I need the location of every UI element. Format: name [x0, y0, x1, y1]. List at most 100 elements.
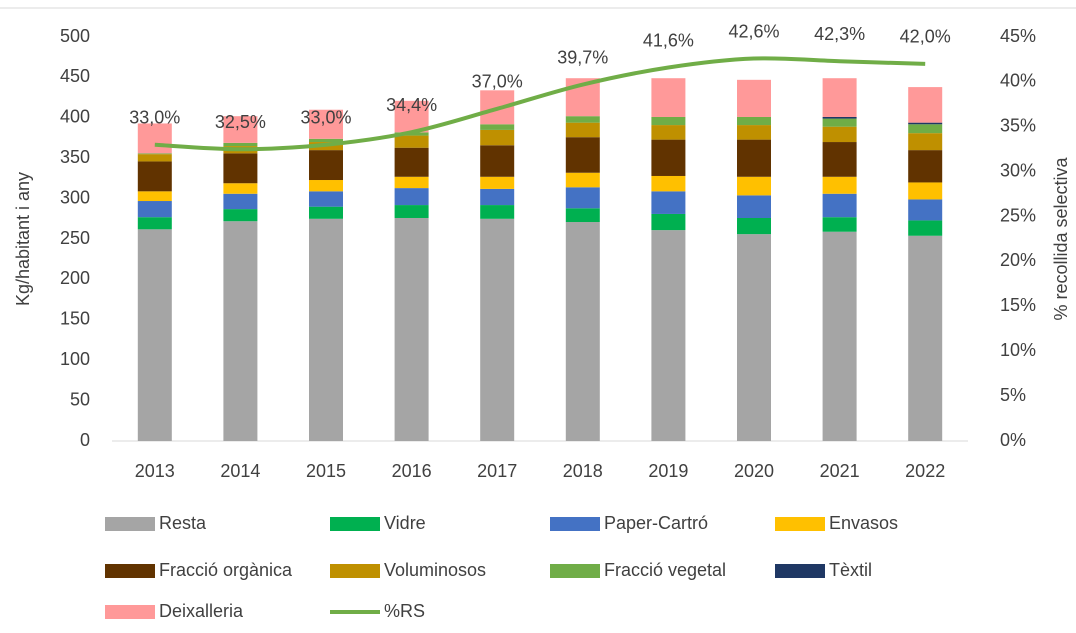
x-tick-label: 2014 [220, 461, 260, 481]
data-label: 42,0% [900, 27, 951, 47]
bar-segment [309, 150, 343, 181]
data-label: 41,6% [643, 30, 694, 50]
bar-segment [651, 139, 686, 176]
bar-segment [737, 176, 771, 196]
y2-tick-label: 40% [1000, 71, 1036, 91]
bar-segment [822, 126, 857, 143]
bar-segment [737, 234, 771, 441]
data-label: 42,3% [814, 24, 865, 44]
bar-segment [565, 208, 600, 223]
data-label: 37,0% [472, 72, 523, 92]
bar-segment [480, 188, 515, 206]
y2-tick-label: 15% [1000, 295, 1036, 315]
y2-tick-label: 25% [1000, 205, 1036, 225]
legend-swatch [105, 564, 155, 578]
y2-tick-label: 0% [1000, 430, 1026, 450]
y2-tick-label: 30% [1000, 160, 1036, 180]
legend-label: %RS [384, 601, 425, 621]
bar-segment [908, 199, 943, 221]
bar-segment [223, 221, 258, 441]
bar-segment [394, 176, 429, 189]
y-tick-label: 400 [60, 107, 90, 127]
legend-swatch [550, 517, 600, 531]
bar-segment [223, 193, 258, 210]
bar-segment [822, 116, 857, 119]
legend-swatch [775, 564, 825, 578]
x-tick-label: 2015 [306, 461, 346, 481]
bar-segment [908, 182, 943, 200]
x-tick-label: 2021 [820, 461, 860, 481]
legend-label: Resta [159, 513, 207, 533]
bar-segment [309, 206, 343, 219]
bar-segment [309, 180, 343, 192]
bar-segment [908, 87, 943, 123]
bar-segment [822, 231, 857, 441]
bar-segment [480, 124, 515, 130]
y-axis-title: Kg/habitant i any [13, 172, 33, 306]
y-tick-label: 150 [60, 309, 90, 329]
bar-segment [394, 188, 429, 206]
bar-segment [480, 205, 515, 219]
x-tick-label: 2016 [392, 461, 432, 481]
legend-label: Deixalleria [159, 601, 244, 621]
bar-segment [223, 116, 258, 143]
data-label: 34,4% [386, 95, 437, 115]
legend-label: Vidre [384, 513, 426, 533]
x-tick-label: 2013 [135, 461, 175, 481]
bar-segment [651, 125, 686, 140]
bar-segment [908, 124, 943, 134]
legend-label: Fracció vegetal [604, 560, 726, 580]
bar-segment [309, 109, 343, 139]
bar-segment [137, 154, 172, 162]
bar-segment [137, 123, 172, 154]
bar-segment [309, 191, 343, 207]
legend-swatch [105, 605, 155, 619]
y2-tick-label: 20% [1000, 250, 1036, 270]
bar-segment [394, 147, 429, 177]
bar-segment [908, 122, 943, 125]
bar-segment [737, 139, 771, 177]
legend-swatch [775, 517, 825, 531]
y-tick-label: 300 [60, 187, 90, 207]
bar-segment [309, 138, 343, 143]
data-label: 32,5% [215, 112, 266, 132]
bar-segment [480, 129, 515, 146]
legend-swatch [550, 564, 600, 578]
data-label: 39,7% [557, 47, 608, 67]
x-tick-label: 2022 [905, 461, 945, 481]
bar-segment [822, 142, 857, 177]
bar-segment [737, 125, 771, 140]
y-tick-label: 200 [60, 268, 90, 288]
bar-segment [223, 209, 258, 222]
bar-segment [223, 153, 258, 184]
bar-segment [394, 217, 429, 441]
bar-segment [822, 193, 857, 218]
bar-segment [137, 229, 172, 441]
bar-segment [565, 137, 600, 173]
bar-segment [737, 79, 771, 117]
bar-segment [223, 142, 258, 147]
bar-segment [908, 235, 943, 441]
bar-segment [737, 116, 771, 126]
y2-tick-label: 5% [1000, 385, 1026, 405]
bar-segment [565, 222, 600, 441]
y-tick-label: 100 [60, 349, 90, 369]
data-label: 33,0% [300, 107, 351, 127]
bar-segment [480, 176, 515, 189]
x-tick-label: 2019 [648, 461, 688, 481]
bar-segment [223, 183, 258, 194]
bar-segment [394, 205, 429, 218]
y-tick-label: 500 [60, 26, 90, 46]
data-label: 42,6% [728, 21, 779, 41]
y-tick-label: 250 [60, 228, 90, 248]
y2-axis-title: % recollida selectiva [1051, 156, 1071, 320]
y2-tick-label: 10% [1000, 340, 1036, 360]
bar-segment [309, 218, 343, 441]
bar-segment [651, 213, 686, 231]
bar-segment [480, 218, 515, 441]
bar-segment [137, 217, 172, 230]
bar-segment [822, 217, 857, 232]
legend-swatch [330, 564, 380, 578]
